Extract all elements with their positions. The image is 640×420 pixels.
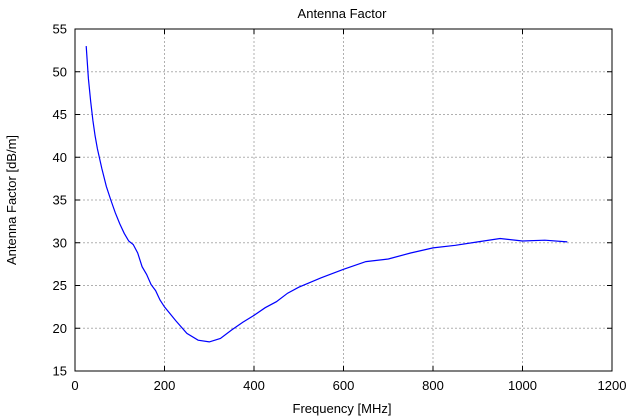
y-tick-label: 35 <box>53 193 67 208</box>
x-tick-label: 600 <box>333 378 355 393</box>
y-axis-label: Antenna Factor [dB/m] <box>4 135 19 265</box>
x-tick-label: 0 <box>71 378 78 393</box>
y-tick-label: 25 <box>53 278 67 293</box>
y-tick-label: 40 <box>53 150 67 165</box>
series-layer <box>85 46 568 343</box>
y-tick-label: 45 <box>53 107 67 122</box>
x-tick-label: 400 <box>243 378 265 393</box>
y-tick-label: 55 <box>53 22 67 37</box>
series-line <box>85 46 568 343</box>
x-tick-label: 200 <box>154 378 176 393</box>
grid <box>75 29 612 371</box>
x-tick-label: 1200 <box>598 378 627 393</box>
y-tick-label: 20 <box>53 321 67 336</box>
y-tick-label: 30 <box>53 235 67 250</box>
y-tick-label: 15 <box>53 364 67 379</box>
x-tick-label: 1000 <box>508 378 537 393</box>
chart-title: Antenna Factor <box>298 6 388 21</box>
x-axis-label: Frequency [MHz] <box>293 401 392 416</box>
x-tick-label: 800 <box>422 378 444 393</box>
axis-ticks: 0 200 400 600 800 1000 1200 15 20 25 30 35 40 45 50 55 <box>53 22 627 394</box>
y-tick-label: 50 <box>53 64 67 79</box>
